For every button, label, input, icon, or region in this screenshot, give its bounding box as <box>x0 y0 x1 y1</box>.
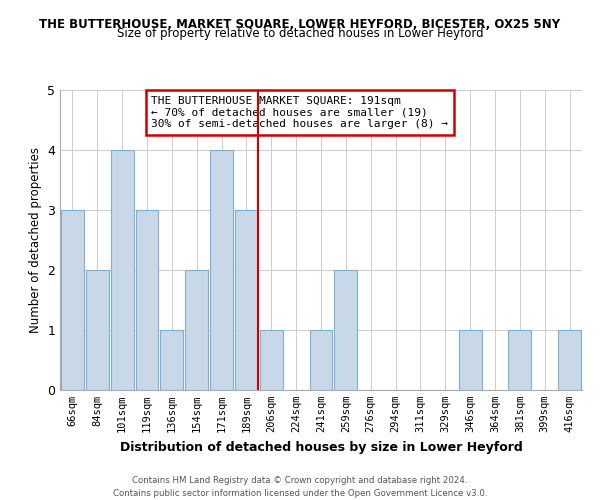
Bar <box>61 210 84 390</box>
Y-axis label: Number of detached properties: Number of detached properties <box>29 147 41 333</box>
Bar <box>260 330 283 390</box>
Text: Contains HM Land Registry data © Crown copyright and database right 2024.
Contai: Contains HM Land Registry data © Crown c… <box>113 476 487 498</box>
Text: THE BUTTERHOUSE, MARKET SQUARE, LOWER HEYFORD, BICESTER, OX25 5NY: THE BUTTERHOUSE, MARKET SQUARE, LOWER HE… <box>40 18 560 30</box>
Bar <box>111 150 134 390</box>
Bar <box>136 210 158 390</box>
Bar <box>160 330 183 390</box>
Bar <box>334 270 357 390</box>
Text: Size of property relative to detached houses in Lower Heyford: Size of property relative to detached ho… <box>116 28 484 40</box>
X-axis label: Distribution of detached houses by size in Lower Heyford: Distribution of detached houses by size … <box>119 440 523 454</box>
Bar <box>185 270 208 390</box>
Bar <box>459 330 482 390</box>
Text: THE BUTTERHOUSE MARKET SQUARE: 191sqm
← 70% of detached houses are smaller (19)
: THE BUTTERHOUSE MARKET SQUARE: 191sqm ← … <box>151 96 448 129</box>
Bar <box>508 330 531 390</box>
Bar <box>235 210 258 390</box>
Bar <box>210 150 233 390</box>
Bar <box>558 330 581 390</box>
Bar <box>86 270 109 390</box>
Bar <box>310 330 332 390</box>
